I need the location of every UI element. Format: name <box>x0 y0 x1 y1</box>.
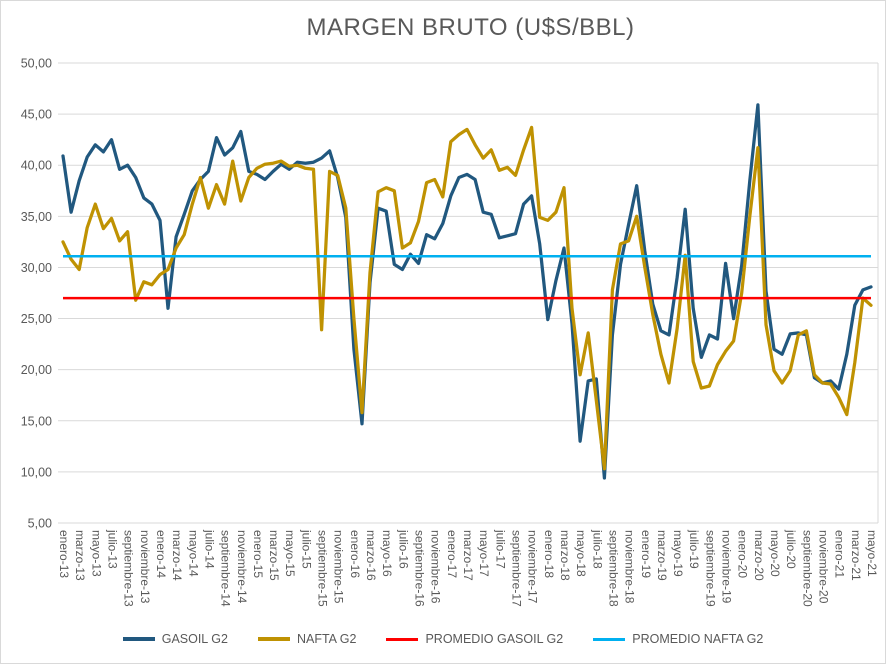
series-lines <box>61 103 873 480</box>
x-tick-label: marzo-21 <box>849 530 863 581</box>
x-tick-label: julio-18 <box>590 529 604 569</box>
x-tick-label: mayo-21 <box>865 530 879 577</box>
x-tick-label: marzo-15 <box>267 530 281 581</box>
x-tick-label: septiembre-13 <box>122 530 136 607</box>
y-tick-label: 40,00 <box>21 159 52 173</box>
x-tick-label: enero-13 <box>57 530 71 578</box>
legend-swatch-gasoil-g2 <box>122 637 155 641</box>
x-tick-label: noviembre-18 <box>623 530 637 604</box>
y-tick-label: 30,00 <box>21 261 52 275</box>
x-tick-label: julio-20 <box>784 529 798 569</box>
x-tick-label: septiembre-16 <box>413 530 427 607</box>
x-tick-label: mayo-14 <box>186 530 200 577</box>
x-tick-label: marzo-13 <box>73 530 87 581</box>
x-tick-label: septiembre-18 <box>606 530 620 607</box>
legend-swatch-nafta-g2 <box>257 637 290 641</box>
legend-item-gasoil-g2: GASOIL G2 <box>122 632 228 646</box>
legend-label: GASOIL G2 <box>161 632 228 646</box>
line-nafta-g2 <box>61 125 873 471</box>
legend-label: PROMEDIO NAFTA G2 <box>632 632 764 646</box>
x-tick-label: noviembre-16 <box>429 530 443 604</box>
legend-label: PROMEDIO GASOIL G2 <box>425 632 564 646</box>
x-tick-label: mayo-20 <box>768 530 782 577</box>
x-tick-label: noviembre-13 <box>138 530 152 604</box>
x-tick-label: enero-18 <box>542 530 556 578</box>
x-tick-label: septiembre-14 <box>219 530 233 607</box>
x-tick-label: julio-15 <box>299 529 313 569</box>
legend-item-promedio-gasoil-g2: PROMEDIO GASOIL G2 <box>386 632 563 646</box>
legend-swatch-promedio-nafta-g2 <box>593 637 626 641</box>
y-tick-label: 35,00 <box>21 210 52 224</box>
legend-item-promedio-nafta-g2: PROMEDIO NAFTA G2 <box>593 632 763 646</box>
x-tick-label: mayo-19 <box>671 530 685 577</box>
x-tick-label: enero-16 <box>348 530 362 578</box>
x-tick-label: enero-15 <box>251 530 265 578</box>
y-tick-label: 5,00 <box>28 517 52 531</box>
x-tick-label: mayo-17 <box>477 530 491 577</box>
y-tick-label: 10,00 <box>21 465 52 479</box>
x-tick-label: enero-14 <box>154 530 168 578</box>
x-tick-label: septiembre-20 <box>800 530 814 607</box>
x-tick-label: septiembre-19 <box>703 530 717 607</box>
x-tick-label: marzo-16 <box>364 530 378 581</box>
x-tick-label: marzo-18 <box>558 530 572 581</box>
x-tick-label: marzo-19 <box>655 530 669 581</box>
x-tick-label: noviembre-20 <box>817 530 831 604</box>
x-tick-label: enero-20 <box>736 530 750 578</box>
legend: GASOIL G2 NAFTA G2 PROMEDIO GASOIL G2 PROME… <box>1 632 885 646</box>
gridlines <box>58 62 878 524</box>
legend-item-nafta-g2: NAFTA G2 <box>257 632 357 646</box>
x-tick-label: noviembre-14 <box>235 530 249 604</box>
x-tick-label: enero-21 <box>833 530 847 578</box>
x-tick-label: septiembre-15 <box>316 530 330 607</box>
x-tick-label: mayo-15 <box>283 530 297 577</box>
x-tick-label: enero-19 <box>639 530 653 578</box>
x-tick-label: mayo-16 <box>380 530 394 577</box>
plot-area: 50,00 45,00 40,00 35,00 30,00 25,00 20,00 15,00… <box>21 57 879 608</box>
x-tick-label: noviembre-19 <box>720 530 734 604</box>
x-tick-label: julio-16 <box>396 529 410 569</box>
y-tick-label: 45,00 <box>21 108 52 122</box>
line-gasoil-g2 <box>61 103 873 480</box>
x-axis-labels: enero-13 marzo-13 mayo-13 julio-13 septiembr… <box>57 529 879 607</box>
x-tick-label: julio-19 <box>687 529 701 569</box>
x-tick-label: noviembre-15 <box>332 530 346 604</box>
x-tick-label: marzo-20 <box>752 530 766 581</box>
chart-title: MARGEN BRUTO (U$S/BBL) <box>306 14 635 41</box>
legend-label: NAFTA G2 <box>296 632 357 646</box>
y-tick-label: 15,00 <box>21 414 52 428</box>
y-tick-label: 25,00 <box>21 312 52 326</box>
x-tick-label: marzo-14 <box>170 530 184 581</box>
legend-swatch-promedio-gasoil-g2 <box>386 637 419 641</box>
x-tick-label: julio-13 <box>105 529 119 569</box>
x-tick-label: enero-17 <box>445 530 459 578</box>
y-tick-label: 20,00 <box>21 363 52 377</box>
x-tick-label: julio-17 <box>493 529 507 569</box>
y-tick-label: 50,00 <box>21 57 52 71</box>
x-tick-label: marzo-17 <box>461 530 475 581</box>
x-tick-label: mayo-18 <box>574 530 588 577</box>
y-axis-labels: 50,00 45,00 40,00 35,00 30,00 25,00 20,00 15,00… <box>21 57 52 531</box>
x-tick-label: septiembre-17 <box>509 530 523 607</box>
x-tick-label: julio-14 <box>202 529 216 569</box>
x-tick-label: noviembre-17 <box>526 530 540 604</box>
x-tick-label: mayo-13 <box>89 530 103 577</box>
